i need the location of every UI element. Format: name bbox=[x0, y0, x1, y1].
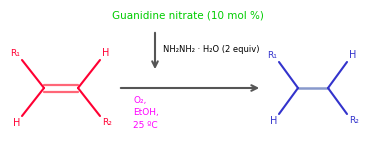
Text: H: H bbox=[102, 48, 109, 58]
Text: O₂,
EtOH,
25 ºC: O₂, EtOH, 25 ºC bbox=[133, 96, 159, 130]
Text: Guanidine nitrate (10 mol %): Guanidine nitrate (10 mol %) bbox=[112, 10, 264, 20]
Text: R₂: R₂ bbox=[349, 116, 359, 125]
Text: H: H bbox=[270, 116, 277, 126]
Text: R₂: R₂ bbox=[102, 118, 112, 127]
Text: R₁: R₁ bbox=[267, 51, 277, 60]
Text: NH₂NH₂ · H₂O (2 equiv): NH₂NH₂ · H₂O (2 equiv) bbox=[163, 45, 259, 54]
Text: R₁: R₁ bbox=[10, 49, 20, 58]
Text: H: H bbox=[349, 50, 356, 60]
Text: H: H bbox=[12, 118, 20, 128]
